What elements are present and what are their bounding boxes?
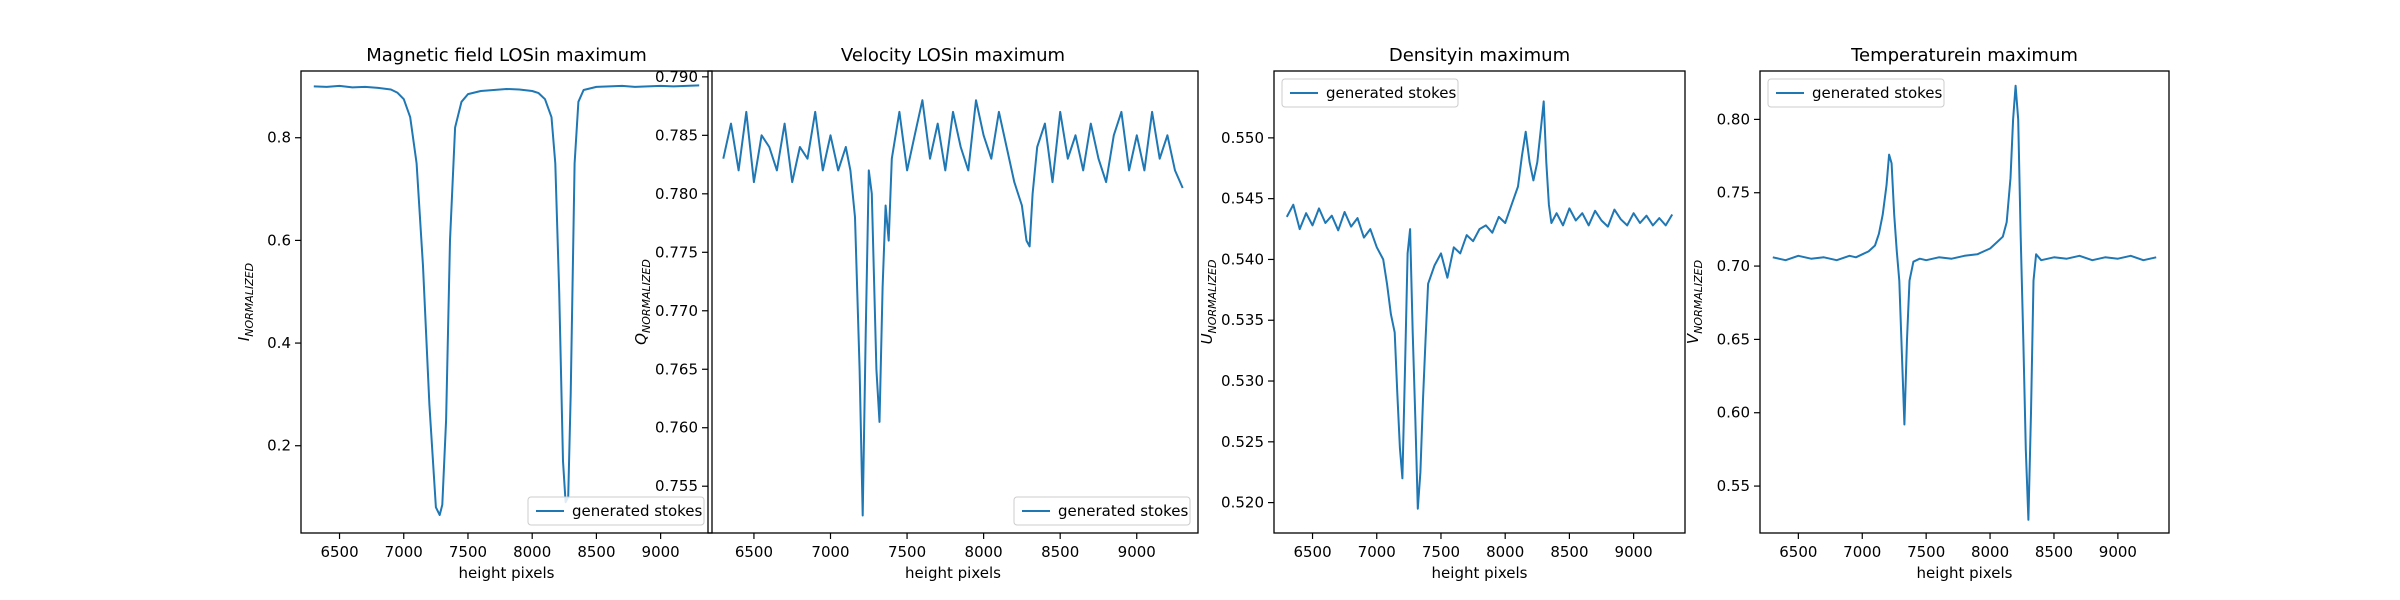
panel-1-axes-frame	[300, 70, 713, 534]
panel-1-series-line	[313, 84, 700, 516]
panel-4-axes-frame	[1759, 70, 2170, 534]
panel-4-legend-label: generated stokes	[1812, 84, 1942, 102]
panel-3-y-tick-label: 0.525	[1221, 433, 1264, 451]
panel-3-y-tick-label: 0.550	[1221, 129, 1264, 147]
panel-2-y-axis-label: QNORMALIZED	[632, 259, 653, 345]
panel-3-legend-label: generated stokes	[1326, 84, 1456, 102]
panel-2-y-axis-label-sub: NORMALIZED	[640, 259, 653, 333]
panel-3-title: Densityin maximum	[1389, 45, 1570, 66]
panel-3-y-tick-label: 0.545	[1221, 190, 1264, 208]
panel-3-x-tick-label: 6500	[1293, 543, 1331, 561]
panel-4-title: Temperaturein maximum	[1850, 45, 2078, 66]
panel-1-x-tick-label: 8500	[577, 543, 615, 561]
panel-1-y-axis-label-main: I	[235, 336, 253, 341]
panel-4-y-tick-label: 0.75	[1717, 184, 1750, 202]
panel-2-y-tick-label: 0.785	[655, 126, 698, 144]
panel-2-x-tick-label: 7000	[811, 543, 849, 561]
panel-1-x-tick-label: 7000	[385, 543, 423, 561]
panel-3-y-tick-label: 0.535	[1221, 311, 1264, 329]
panel-2-x-tick-label: 7500	[888, 543, 926, 561]
panel-2-x-tick-label: 8000	[965, 543, 1003, 561]
panel-3-axes-frame	[1273, 70, 1686, 534]
panel-1-legend-label: generated stokes	[572, 502, 702, 520]
panel-3-x-tick-label: 8500	[1550, 543, 1588, 561]
panel-3-y-axis-label-main: U	[1198, 333, 1216, 344]
panel-3-y-tick-label: 0.530	[1221, 372, 1264, 390]
panel-4-y-tick-label: 0.65	[1717, 330, 1750, 348]
panel-2-x-tick-label: 6500	[735, 543, 773, 561]
panel-1-y-axis-label: INORMALIZED	[235, 263, 256, 341]
panel-1-x-tick-label: 8000	[513, 543, 551, 561]
panel-4-series-line	[1772, 84, 2157, 521]
panel-4-y-axis-label: VNORMALIZED	[1684, 260, 1705, 344]
panel-4-y-tick-label: 0.55	[1717, 477, 1750, 495]
panel-3-x-axis-label: height pixels	[1432, 564, 1528, 582]
panel-2-series-line	[722, 99, 1184, 517]
panel-2-y-axis-label-main: Q	[632, 333, 650, 345]
panel-4-y-tick-label: 0.60	[1717, 404, 1750, 422]
panel-3-y-tick-label: 0.540	[1221, 250, 1264, 268]
panel-4-y-tick-label: 0.80	[1717, 110, 1750, 128]
panel-1-x-tick-label: 6500	[320, 543, 358, 561]
panel-2-y-tick-label: 0.755	[655, 477, 698, 495]
panel-1-y-tick-label: 0.8	[267, 129, 291, 147]
panel-2-legend-label: generated stokes	[1058, 502, 1188, 520]
panel-1-y-tick-label: 0.2	[267, 437, 291, 455]
panel-4-y-tick-label: 0.70	[1717, 257, 1750, 275]
panel-1-title: Magnetic field LOSin maximum	[366, 45, 647, 66]
panel-4-x-tick-label: 7500	[1907, 543, 1945, 561]
panel-2-x-tick-label: 9000	[1118, 543, 1156, 561]
panel-3-y-axis-label: UNORMALIZED	[1198, 260, 1219, 345]
panel-3-legend-box	[1281, 78, 1459, 108]
panel-2-y-tick-label: 0.790	[655, 68, 698, 86]
panel-3-x-tick-label: 7500	[1422, 543, 1460, 561]
panel-1-x-tick-label: 9000	[642, 543, 680, 561]
panel-4-x-tick-label: 9000	[2099, 543, 2137, 561]
panel-4-y-axis-label-sub: NORMALIZED	[1692, 260, 1705, 334]
panel-4-x-tick-label: 8500	[2035, 543, 2073, 561]
panel-3-x-tick-label: 9000	[1615, 543, 1653, 561]
panel-1-y-tick-label: 0.4	[267, 334, 291, 352]
panel-2-x-tick-label: 8500	[1041, 543, 1079, 561]
panel-4-legend-box	[1767, 78, 1945, 108]
panel-2-y-tick-label: 0.760	[655, 419, 698, 437]
panel-3-series-line	[1285, 100, 1674, 510]
panel-4-y-axis-label-main: V	[1684, 332, 1702, 344]
panel-3-y-tick-label: 0.520	[1221, 494, 1264, 512]
panel-3-x-tick-label: 7000	[1358, 543, 1396, 561]
panel-3-y-axis-label-sub: NORMALIZED	[1206, 260, 1219, 334]
panel-3-x-tick-label: 8000	[1486, 543, 1524, 561]
panel-4-x-tick-label: 6500	[1779, 543, 1817, 561]
panel-2-axes-frame	[707, 70, 1199, 534]
panel-1-x-axis-label: height pixels	[459, 564, 555, 582]
panel-2-legend-box	[1013, 496, 1191, 526]
panel-4-x-tick-label: 7000	[1843, 543, 1881, 561]
panel-4-x-axis-label: height pixels	[1917, 564, 2013, 582]
panel-2-y-tick-label: 0.765	[655, 360, 698, 378]
panel-1-legend-box	[527, 496, 705, 526]
panel-2-x-axis-label: height pixels	[905, 564, 1001, 582]
panel-4-x-tick-label: 8000	[1971, 543, 2009, 561]
panel-1-y-axis-label-sub: NORMALIZED	[243, 263, 256, 337]
panel-1-y-tick-label: 0.6	[267, 231, 291, 249]
panel-2-y-tick-label: 0.770	[655, 302, 698, 320]
panel-2-y-tick-label: 0.780	[655, 185, 698, 203]
panel-2-title: Velocity LOSin maximum	[841, 45, 1065, 66]
panel-1-x-tick-label: 7500	[449, 543, 487, 561]
panel-2-y-tick-label: 0.775	[655, 243, 698, 261]
